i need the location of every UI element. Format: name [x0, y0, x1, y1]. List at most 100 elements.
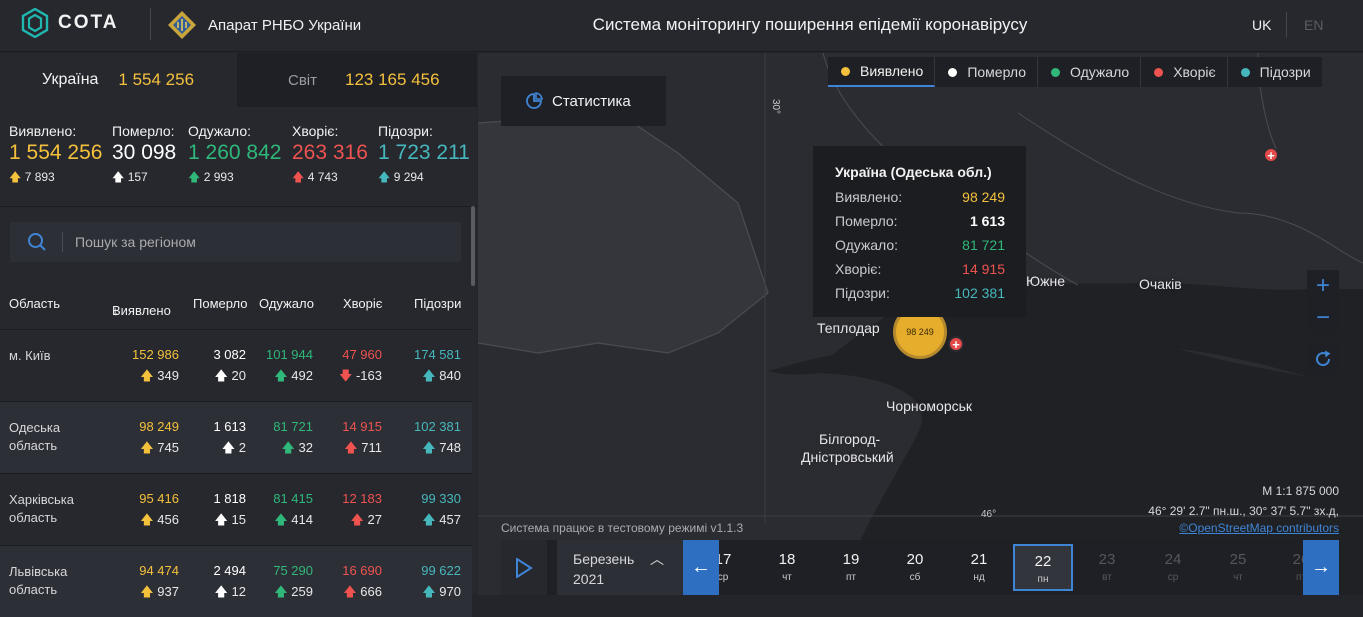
- statistics-button[interactable]: Статистика: [501, 76, 666, 126]
- region-tooltip: Україна (Одеська обл.) Виявлено: 98 249 П…: [813, 146, 1026, 317]
- stat-label: Одужало:: [188, 123, 252, 139]
- medical-cross-icon[interactable]: +: [948, 336, 964, 352]
- medical-cross-icon[interactable]: +: [1263, 147, 1279, 163]
- dot-icon: [1154, 67, 1164, 77]
- rnbo-emblem-icon: [168, 11, 196, 39]
- region-name: м. Київ: [9, 348, 51, 363]
- stat-delta: 🡅 4 743: [292, 170, 338, 184]
- stat-value: 263 316: [292, 141, 368, 164]
- cota-logo[interactable]: COTA: [20, 8, 118, 38]
- arrow-up-icon: 🡅: [214, 512, 228, 527]
- sort-down-icon: ↓: [112, 303, 119, 318]
- tab-ukraine[interactable]: Україна 1 554 256: [0, 53, 237, 107]
- summary-stats: Виявлено: 1 554 256 🡅 7 893 Померло: 30 …: [0, 107, 477, 207]
- test-mode-notice: Система працює в тестовому режимі v1.1.3: [501, 521, 744, 535]
- place-ochakiv: Очаків: [1139, 276, 1182, 292]
- lang-uk-button[interactable]: UK: [1252, 17, 1272, 33]
- cota-logo-icon: [21, 8, 49, 38]
- tooltip-row: Померло: 1 613: [835, 213, 1005, 229]
- arrow-up-icon: 🡅: [378, 170, 391, 184]
- region-name: Львівська область: [9, 564, 68, 597]
- org-name: Апарат РНБО України: [208, 16, 362, 34]
- prev-day-button[interactable]: ←: [683, 540, 719, 595]
- statistics-label: Статистика: [552, 92, 631, 110]
- table-row[interactable]: м. Київ 152 986 🡅 349 3 082 🡅 20 101 944 🡅 …: [0, 329, 472, 401]
- summary-divider: [0, 206, 477, 207]
- stat-delta: 🡅 157: [112, 170, 148, 184]
- col-sick[interactable]: Хворіє: [343, 296, 383, 311]
- search-input[interactable]: [75, 234, 435, 250]
- day-item[interactable]: 18 чт: [778, 551, 796, 583]
- month-selector[interactable]: Березень 2021 ︿: [557, 540, 683, 595]
- day-item-current[interactable]: 22 пн: [1013, 544, 1073, 591]
- legend-suspected[interactable]: Підозри: [1228, 57, 1322, 87]
- search-icon: [28, 233, 46, 251]
- day-item[interactable]: 24 ср: [1164, 551, 1182, 583]
- arrow-up-icon: 🡅: [140, 440, 154, 455]
- play-icon: [516, 557, 533, 578]
- reset-view-button[interactable]: [1307, 343, 1339, 375]
- day-item[interactable]: 26пт: [1292, 551, 1304, 583]
- arrow-left-icon: ←: [691, 556, 711, 578]
- legend-recovered[interactable]: Одужало: [1038, 57, 1142, 87]
- table-row[interactable]: Харківська область 95 416 🡅 456 1 818 🡅 15…: [0, 473, 472, 545]
- arrow-up-icon: 🡅: [281, 440, 295, 455]
- stat-sick: Хворіє: 263 316 🡅 4 743: [292, 123, 368, 189]
- refresh-icon: [1316, 350, 1331, 367]
- next-day-button[interactable]: →: [1303, 540, 1339, 595]
- header-divider: [150, 8, 151, 40]
- arrow-up-icon: 🡅: [422, 584, 436, 599]
- col-recovered[interactable]: Одужало: [259, 296, 314, 311]
- arrow-up-icon: 🡅: [343, 584, 357, 599]
- dot-icon: [948, 67, 958, 77]
- legend-sick[interactable]: Хворіє: [1141, 57, 1228, 87]
- col-region[interactable]: Область: [9, 296, 61, 311]
- arrow-up-icon: 🡅: [140, 512, 154, 527]
- lang-en-button[interactable]: EN: [1304, 17, 1324, 33]
- day-item[interactable]: 23 вт: [1098, 551, 1116, 583]
- tooltip-title: Україна (Одеська обл.): [835, 164, 992, 180]
- stat-delta: 🡅 7 893: [9, 170, 55, 184]
- arrow-up-icon: 🡅: [422, 512, 436, 527]
- day-item[interactable]: 25 чт: [1229, 551, 1247, 583]
- month-label: Березень: [573, 551, 635, 567]
- tooltip-row: Підозри: 102 381: [835, 285, 1005, 301]
- grid-label-lon: 30°: [770, 98, 782, 115]
- stat-suspected: Підозри: 1 723 211 🡅 9 294: [378, 123, 470, 189]
- stat-label: Померло:: [112, 123, 175, 139]
- stat-value: 1 554 256: [9, 141, 103, 164]
- osm-attribution-link[interactable]: ©OpenStreetMap contributors: [1179, 521, 1339, 535]
- list-scrollbar[interactable]: [471, 206, 475, 286]
- legend-detected[interactable]: Виявлено: [828, 57, 936, 87]
- stat-deaths: Померло: 30 098 🡅 157: [112, 123, 176, 189]
- zoom-out-button[interactable]: −: [1307, 302, 1339, 334]
- play-button[interactable]: [501, 540, 547, 595]
- col-deaths[interactable]: Померло: [193, 296, 248, 311]
- region-search[interactable]: [10, 222, 461, 262]
- arrow-right-icon: →: [1311, 556, 1331, 578]
- tab-world[interactable]: Світ 123 165 456: [237, 53, 477, 107]
- place-bilhorod-2: Дністровський: [801, 449, 894, 465]
- year-label: 2021: [573, 571, 605, 587]
- arrow-up-icon: 🡅: [188, 170, 201, 184]
- stat-delta: 🡅 9 294: [378, 170, 424, 184]
- arrow-up-icon: 🡅: [292, 170, 305, 184]
- table-row[interactable]: Одеська область 98 249 🡅 745 1 613 🡅 2 81 …: [0, 401, 472, 473]
- lang-divider: [1286, 12, 1287, 38]
- legend-deaths[interactable]: Померло: [935, 57, 1039, 87]
- zoom-in-button[interactable]: +: [1307, 270, 1339, 302]
- map-view[interactable]: 30° 46° Виявлено Померло Одужало Хворіє …: [478, 53, 1363, 595]
- table-row[interactable]: Львівська область 94 474 🡅 937 2 494 🡅 12 …: [0, 545, 472, 617]
- grid-label-lat: 46°: [981, 509, 997, 520]
- place-bilhorod-1: Білгород-: [819, 431, 881, 447]
- day-item[interactable]: 21 нд: [970, 551, 988, 583]
- col-suspected[interactable]: Підозри: [414, 296, 462, 311]
- day-item[interactable]: 19 пт: [842, 551, 860, 583]
- day-item[interactable]: 17ср: [719, 551, 732, 583]
- stat-detected: Виявлено: 1 554 256 🡅 7 893: [9, 123, 102, 189]
- arrow-up-icon: 🡅: [274, 512, 288, 527]
- search-divider: [62, 232, 63, 252]
- stat-label: Підозри:: [378, 123, 433, 139]
- logo-text: COTA: [58, 12, 119, 33]
- day-item[interactable]: 20 сб: [906, 551, 924, 583]
